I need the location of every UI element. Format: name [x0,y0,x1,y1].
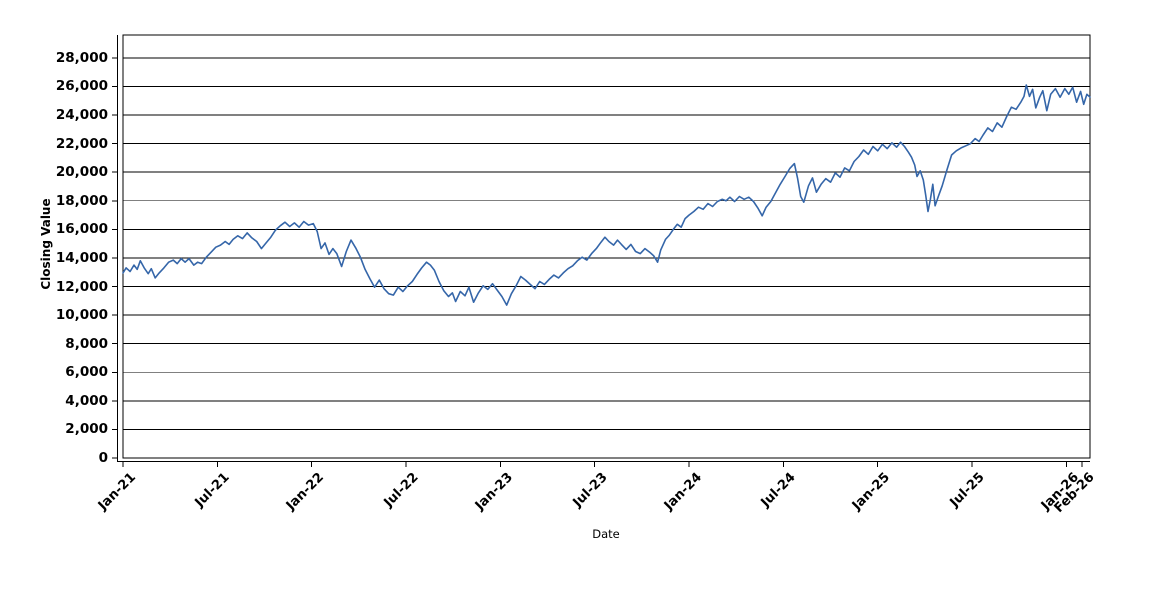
y-tick-label: 4,000 [65,392,108,409]
y-tick-label: 16,000 [55,221,108,238]
y-tick-label: 8,000 [65,335,108,352]
y-tick-label: 10,000 [55,307,108,324]
y-tick-label: 0 [98,450,108,466]
y-tick-label: 2,000 [65,421,108,438]
y-tick-label: 26,000 [55,78,108,95]
y-tick-label: 24,000 [55,107,108,124]
plot-area[interactable] [122,34,1091,459]
y-tick-label: 6,000 [65,364,108,381]
y-axis-title: Closing Value [39,198,53,290]
y-tick-label: 20,000 [55,164,108,181]
y-tick-label: 22,000 [55,135,108,152]
y-tick-label: 18,000 [55,192,108,209]
x-axis-title: Date [592,527,620,541]
y-tick-label: 14,000 [55,249,108,266]
y-tick-label: 12,000 [55,278,108,295]
series-line-closing-value [122,84,1091,306]
y-tick-label: 28,000 [55,49,108,66]
